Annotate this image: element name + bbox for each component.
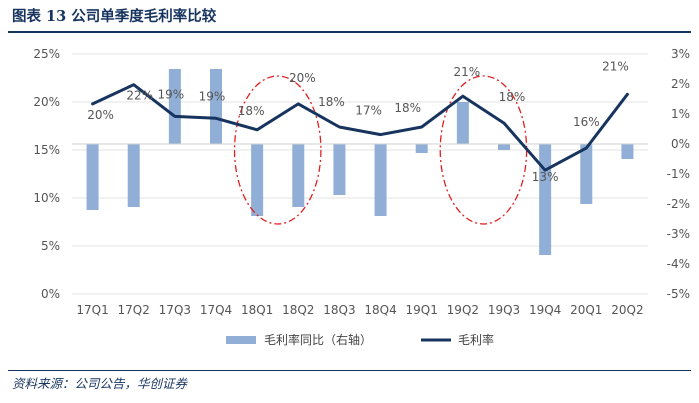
right-axis-tick: 3% — [671, 47, 690, 61]
right-axis-tick: -4% — [667, 257, 690, 271]
x-axis-label: 20Q2 — [611, 303, 643, 317]
yoy-bar — [456, 102, 469, 144]
gross-margin-chart: 20%22% 19% 19%18%20%18%17% 18%21%18%13%16%2… — [33, 47, 690, 347]
right-axis-tick: -5% — [667, 287, 690, 301]
margin-data-label: 17% — [355, 104, 382, 118]
yoy-bar — [333, 144, 346, 195]
x-axis-label: 19Q2 — [447, 303, 479, 317]
left-axis-ticks: 0% 5% 10% 15% 20% 25% — [33, 47, 60, 301]
x-axis-label: 18Q4 — [364, 303, 396, 317]
margin-line — [91, 83, 629, 172]
margin-data-label: 18% — [499, 90, 526, 104]
title-divider — [8, 31, 691, 33]
yoy-bar — [86, 144, 99, 210]
right-axis-ticks: -5% -4% -3% -2% -1% 0% 1% 2% 3% — [667, 47, 690, 301]
yoy-bar — [127, 144, 140, 207]
margin-data-label: 21% — [602, 59, 629, 73]
yoy-bar — [292, 144, 305, 207]
yoy-bar — [415, 144, 428, 153]
yoy-bar — [374, 144, 387, 216]
yoy-bar — [621, 144, 634, 159]
right-axis-tick: 2% — [671, 77, 690, 91]
left-axis-tick: 20% — [33, 95, 60, 109]
left-axis-tick: 15% — [33, 143, 60, 157]
left-axis-tick: 5% — [41, 239, 60, 253]
source-divider — [8, 370, 691, 371]
left-axis-tick: 0% — [41, 287, 60, 301]
x-axis-label: 19Q1 — [406, 303, 438, 317]
yoy-bars — [86, 69, 634, 255]
x-axis-label: 18Q2 — [282, 303, 314, 317]
yoy-bar — [539, 144, 552, 255]
right-axis-tick: -1% — [667, 167, 690, 181]
margin-data-label: 18% — [238, 104, 265, 118]
x-axis-label: 19Q4 — [529, 303, 561, 317]
x-axis-label: 17Q2 — [118, 303, 150, 317]
yoy-bar — [498, 144, 510, 150]
margin-data-label: 16% — [573, 115, 600, 129]
right-axis-tick: 1% — [671, 107, 690, 121]
margin-data-label: 22% — [126, 89, 153, 103]
left-axis-tick: 25% — [33, 47, 60, 61]
x-axis-label: 17Q4 — [200, 303, 232, 317]
left-axis-tick: 10% — [33, 191, 60, 205]
x-axis-labels: 17Q1 17Q2 17Q3 17Q4 18Q1 18Q2 18Q3 18Q4 19Q1 19Q2… — [76, 303, 643, 317]
x-axis-label: 19Q3 — [488, 303, 520, 317]
yoy-bar — [251, 144, 264, 216]
right-axis-tick: 0% — [671, 137, 690, 151]
margin-data-label: 19% — [158, 87, 185, 101]
chart-title: 图表 13 公司单季度毛利率比较 — [12, 8, 217, 25]
yoy-bar — [580, 144, 593, 204]
margin-data-label: 19% — [199, 89, 226, 103]
x-axis-label: 17Q3 — [159, 303, 191, 317]
margin-data-label: 18% — [394, 101, 421, 115]
yoy-bar — [168, 69, 181, 144]
yoy-bar — [210, 69, 222, 144]
x-axis-label: 20Q1 — [570, 303, 602, 317]
legend-line-label: 毛利率 — [458, 332, 494, 347]
gridlines — [72, 53, 648, 295]
margin-data-label: 20% — [289, 71, 316, 85]
x-axis-label: 18Q1 — [241, 303, 273, 317]
annotation-ellipse — [233, 75, 322, 225]
x-axis-label: 17Q1 — [76, 303, 108, 317]
margin-data-label: 20% — [87, 108, 114, 122]
right-axis-tick: -2% — [667, 197, 690, 211]
x-axis-label: 18Q3 — [323, 303, 355, 317]
right-axis-tick: -3% — [667, 227, 690, 241]
legend: 毛利率同比（右轴） 毛利率 — [226, 332, 494, 347]
margin-data-label: 18% — [318, 95, 345, 109]
legend-bar-label: 毛利率同比（右轴） — [264, 332, 372, 347]
source-note: 资料来源：公司公告，华创证券 — [12, 376, 188, 391]
legend-bar-swatch — [226, 336, 256, 344]
margin-data-label: 13% — [532, 170, 559, 184]
margin-data-labels: 20%22% 19% 19%18%20%18%17% 18%21%18%13%16%2… — [87, 59, 629, 184]
margin-data-label: 21% — [454, 65, 481, 79]
